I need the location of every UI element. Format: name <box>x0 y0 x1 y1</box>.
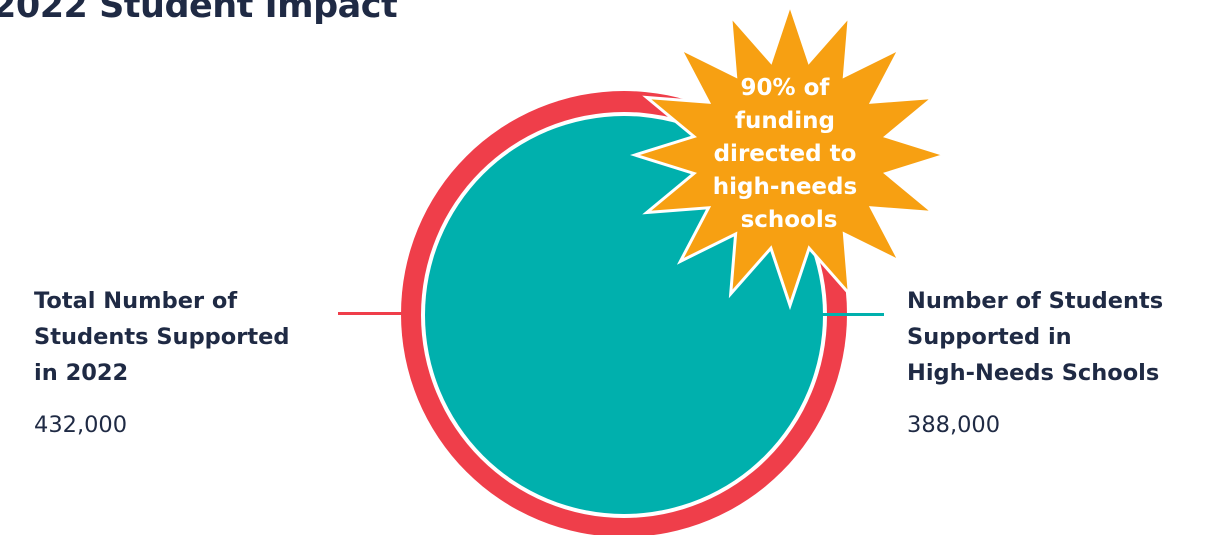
callout-line-3: directed to <box>714 141 857 167</box>
starburst-shape <box>629 0 951 311</box>
high-needs-label-line-1: Number of Students <box>907 288 1164 314</box>
callout-line-5: schools <box>741 207 838 233</box>
total-label-line-2: Students Supported <box>34 324 290 350</box>
high-needs-students-label: Number of Students Supported in High-Nee… <box>907 283 1227 391</box>
callout-line-4: high-needs <box>713 174 857 200</box>
total-label-line-1: Total Number of <box>34 288 238 314</box>
total-students-value: 432,000 <box>34 412 128 438</box>
callout-line-1: 90% of <box>741 75 831 101</box>
high-needs-label-line-2: Supported in <box>907 324 1072 350</box>
high-needs-students-value: 388,000 <box>907 412 1001 438</box>
total-leader-line <box>338 312 404 315</box>
total-students-label: Total Number of Students Supported in 20… <box>34 283 334 391</box>
total-label-line-3: in 2022 <box>34 360 129 386</box>
high-needs-label-line-3: High-Needs Schools <box>907 360 1160 386</box>
funding-callout-starburst: 90% of funding directed to high-needs sc… <box>629 0 951 311</box>
callout-line-2: funding <box>735 108 835 134</box>
chart-title: 2022 Student Impact <box>0 0 398 26</box>
high-needs-leader-line <box>822 313 884 316</box>
svg-text:90% of funding dir: 90% of funding directed to high-needs sc… <box>713 75 865 233</box>
